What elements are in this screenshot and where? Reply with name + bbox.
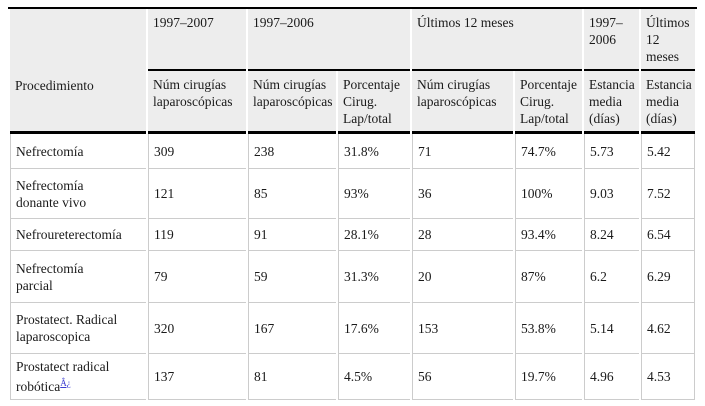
- subheader-porcentaje-1997-2006: Porcentaje Cirug. Lap/total: [338, 71, 410, 134]
- subheader-num-cirugias-1997-2006: Núm cirugías laparoscópicas: [248, 71, 336, 134]
- procedures-table: Procedimiento 1997–2007 1997–2006 Último…: [8, 7, 697, 400]
- cell-value: 5.73: [584, 134, 639, 169]
- cell-value: 121: [148, 169, 246, 219]
- cell-value: 8.24: [584, 219, 639, 251]
- table-row: Prostatect radical robóticaÂ¿ 137 81 4.5…: [10, 354, 695, 400]
- cell-value: 19.7%: [515, 354, 582, 400]
- cell-value: 4.62: [641, 303, 695, 354]
- cell-value: 5.42: [641, 134, 695, 169]
- cell-value: 17.6%: [338, 303, 410, 354]
- cell-value: 4.96: [584, 354, 639, 400]
- cell-value: 31.8%: [338, 134, 410, 169]
- cell-procedure: Nefrectomía: [10, 134, 146, 169]
- cell-value: 137: [148, 354, 246, 400]
- subheader-estancia-media-ultimos-12: Estancia media (días): [641, 71, 695, 134]
- cell-procedure: Nefroureterectomía: [10, 219, 146, 251]
- cell-value: 238: [248, 134, 336, 169]
- cell-procedure: Prostatect. Radical laparoscopica: [10, 303, 146, 354]
- cell-value: 6.2: [584, 251, 639, 303]
- cell-value: 56: [412, 354, 513, 400]
- cell-value: 81: [248, 354, 336, 400]
- cell-value: 85: [248, 169, 336, 219]
- cell-value: 28: [412, 219, 513, 251]
- cell-value: 100%: [515, 169, 582, 219]
- group-header-row: Procedimiento 1997–2007 1997–2006 Último…: [10, 9, 695, 134]
- cell-value: 53.8%: [515, 303, 582, 354]
- cell-value: 5.14: [584, 303, 639, 354]
- cell-procedure: Prostatect radical robóticaÂ¿: [10, 354, 146, 400]
- cell-value: 4.5%: [338, 354, 410, 400]
- group-header-estancia-1997-2006: 1997– 2006: [584, 9, 639, 71]
- cell-value: 9.03: [584, 169, 639, 219]
- cell-value: 36: [412, 169, 513, 219]
- table-row: Nefrectomía donante vivo 121 85 93% 36 1…: [10, 169, 695, 219]
- cell-value: 74.7%: [515, 134, 582, 169]
- cell-value: 20: [412, 251, 513, 303]
- cell-value: 7.52: [641, 169, 695, 219]
- cell-value: 93.4%: [515, 219, 582, 251]
- subheader-num-cirugias-ultimos-12: Núm cirugías laparoscópicas: [412, 71, 513, 134]
- procedure-label: Prostatect radical robótica: [16, 359, 110, 394]
- column-header-procedimiento: Procedimiento: [10, 9, 146, 134]
- cell-value: 93%: [338, 169, 410, 219]
- sub-header-row: Núm cirugías laparoscópicas Núm cirugías…: [10, 71, 695, 134]
- footnote-link[interactable]: Â¿: [60, 378, 71, 388]
- cell-value: 309: [148, 134, 246, 169]
- table-row: Nefrectomía parcial 79 59 31.3% 20 87% 6…: [10, 251, 695, 303]
- cell-value: 6.54: [641, 219, 695, 251]
- cell-value: 28.1%: [338, 219, 410, 251]
- subheader-num-cirugias-1997-2007: Núm cirugías laparoscópicas: [148, 71, 246, 134]
- cell-value: 4.53: [641, 354, 695, 400]
- subheader-porcentaje-ultimos-12: Porcentaje Cirug. Lap/total: [515, 71, 582, 134]
- table-row: Nefroureterectomía 119 91 28.1% 28 93.4%…: [10, 219, 695, 251]
- cell-value: 119: [148, 219, 246, 251]
- subheader-estancia-media-1997-2006: Estancia media (días): [584, 71, 639, 134]
- group-header-1997-2006: 1997–2006: [248, 9, 410, 71]
- cell-value: 6.29: [641, 251, 695, 303]
- cell-value: 167: [248, 303, 336, 354]
- cell-procedure: Nefrectomía parcial: [10, 251, 146, 303]
- group-header-estancia-ultimos-12-meses: Últimos 12 meses: [641, 9, 695, 71]
- cell-value: 59: [248, 251, 336, 303]
- cell-procedure: Nefrectomía donante vivo: [10, 169, 146, 219]
- cell-value: 79: [148, 251, 246, 303]
- cell-value: 91: [248, 219, 336, 251]
- cell-value: 87%: [515, 251, 582, 303]
- cell-value: 320: [148, 303, 246, 354]
- cell-value: 71: [412, 134, 513, 169]
- table-row: Prostatect. Radical laparoscopica 320 16…: [10, 303, 695, 354]
- cell-value: 31.3%: [338, 251, 410, 303]
- cell-value: 153: [412, 303, 513, 354]
- table-row: Nefrectomía 309 238 31.8% 71 74.7% 5.73 …: [10, 134, 695, 169]
- group-header-ultimos-12-meses: Últimos 12 meses: [412, 9, 582, 71]
- group-header-1997-2007: 1997–2007: [148, 9, 246, 71]
